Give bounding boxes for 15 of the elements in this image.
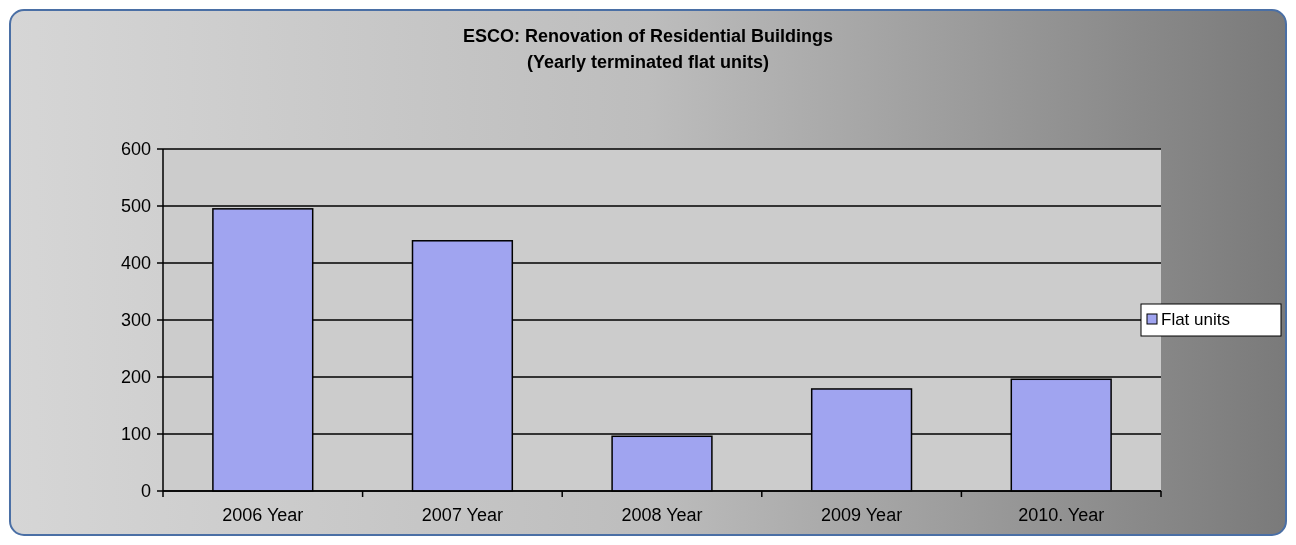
- x-tick-label: 2010. Year: [1018, 505, 1105, 525]
- chart-title: ESCO: Renovation of Residential Buildings: [462, 26, 834, 46]
- x-tick-label: 2007 Year: [421, 505, 503, 525]
- x-tick-label: 2008 Year: [621, 505, 703, 525]
- y-tick-label: 500: [120, 196, 151, 217]
- legend-label: Flat units: [1161, 309, 1230, 329]
- y-tick-label: 300: [120, 310, 151, 331]
- x-tick-label: 2009 Year: [821, 505, 903, 525]
- y-tick-label: 0: [140, 481, 151, 502]
- y-tick-label: 200: [120, 367, 151, 388]
- y-tick-label: 600: [120, 139, 151, 160]
- y-tick-label: 100: [120, 424, 151, 445]
- y-tick-label: 400: [120, 253, 151, 274]
- chart-subtitle: (Yearly terminated flat units): [526, 52, 770, 72]
- x-tick-label: 2006 Year: [222, 505, 304, 525]
